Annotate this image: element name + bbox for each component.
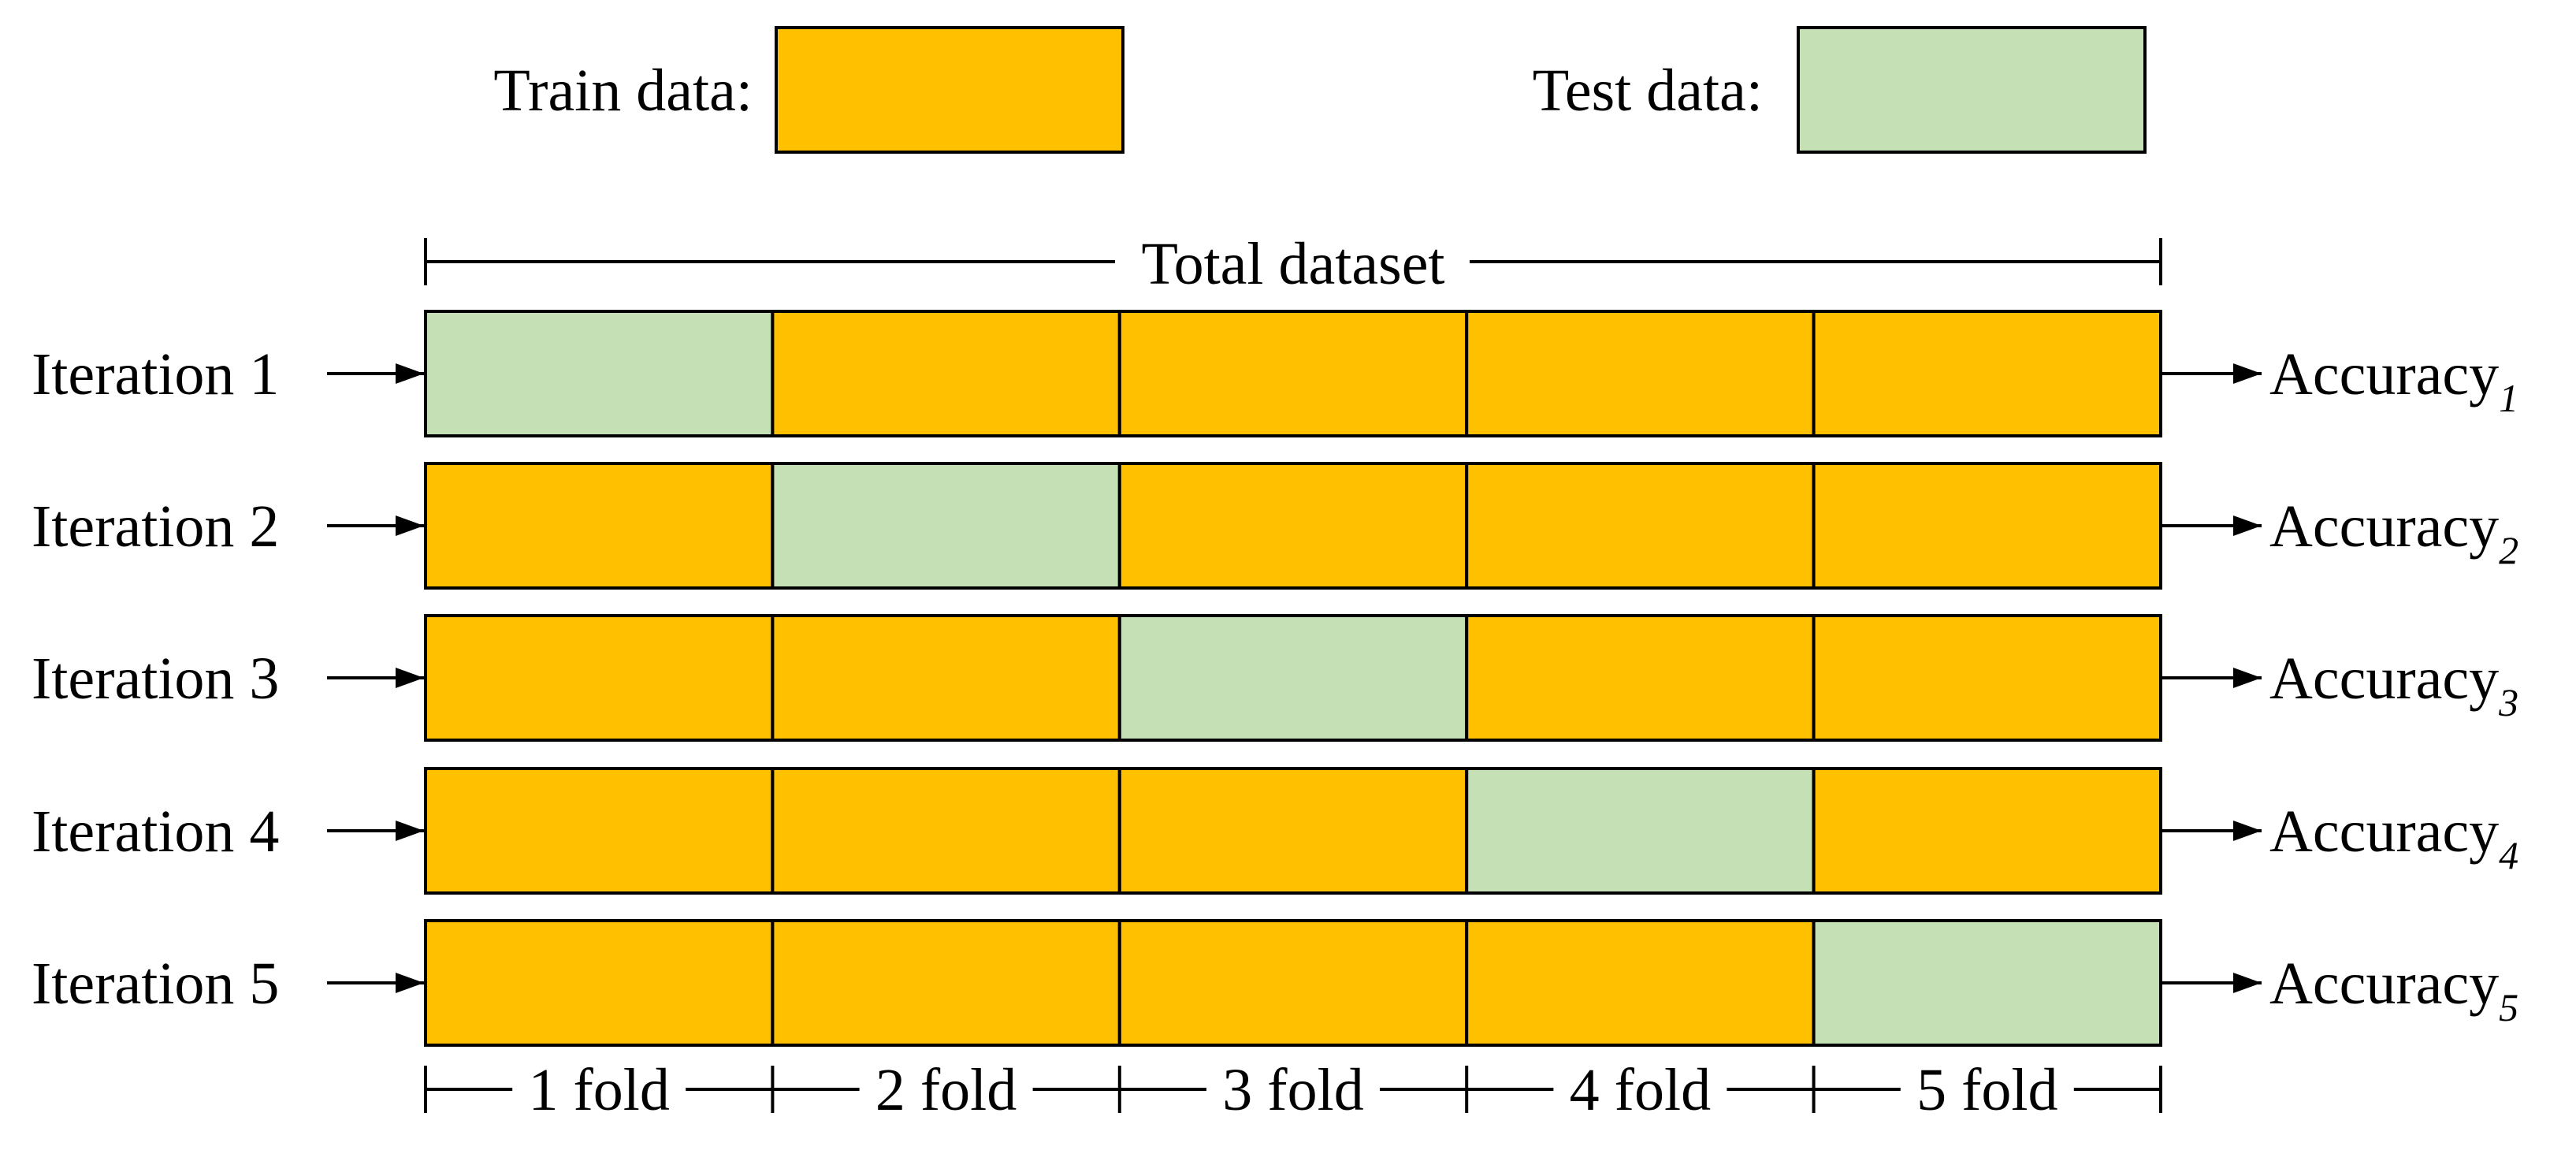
fold-label: 2 fold xyxy=(875,1057,1017,1123)
train-fold-cell xyxy=(1812,614,2163,742)
train-fold-cell xyxy=(1117,462,1469,590)
accuracy-label: Accuracy5 xyxy=(2269,951,2518,1029)
iteration-label: Iteration 2 xyxy=(32,493,279,560)
iteration-label: Iteration 1 xyxy=(32,341,279,408)
accuracy-word: Accuracy xyxy=(2269,493,2499,560)
accuracy-subscript: 1 xyxy=(2499,376,2518,420)
train-fold-cell xyxy=(1117,767,1469,895)
train-fold-cell xyxy=(771,919,1121,1047)
train-fold-cell xyxy=(771,614,1121,742)
fold-dimension: 1 fold 2 fold 3 fold 4 fold 5 fold xyxy=(424,1057,2162,1123)
accuracy-word: Accuracy xyxy=(2269,646,2499,712)
train-fold-cell xyxy=(1465,310,1816,437)
fold-label: 1 fold xyxy=(528,1057,669,1123)
train-fold-cell xyxy=(771,310,1121,437)
iteration-label: Iteration 3 xyxy=(32,646,279,712)
accuracy-subscript: 3 xyxy=(2498,680,2518,724)
iteration-label: Iteration 4 xyxy=(32,798,279,865)
iteration-label: Iteration 5 xyxy=(32,951,279,1017)
train-fold-cell xyxy=(1117,919,1469,1047)
fold-label: 5 fold xyxy=(1916,1057,2057,1123)
iteration-row: Iteration 1 Accuracy1 xyxy=(32,310,2518,437)
accuracy-subscript: 2 xyxy=(2499,528,2518,572)
legend-test-swatch xyxy=(1797,26,2147,154)
test-fold-cell xyxy=(1117,614,1469,742)
fold-label: 4 fold xyxy=(1570,1057,1711,1123)
accuracy-label: Accuracy1 xyxy=(2269,341,2518,420)
train-fold-cell xyxy=(1465,614,1816,742)
accuracy-subscript: 4 xyxy=(2499,833,2518,877)
train-fold-cell xyxy=(424,614,775,742)
iteration-row: Iteration 4 Accuracy4 xyxy=(32,767,2518,895)
train-fold-cell xyxy=(1812,462,2163,590)
legend-train-label: Train data: xyxy=(493,58,753,124)
iteration-row: Iteration 2 Accuracy2 xyxy=(32,462,2518,590)
test-fold-cell xyxy=(1812,919,2163,1047)
total-dataset-label: Total dataset xyxy=(1141,231,1444,297)
accuracy-label: Accuracy3 xyxy=(2269,646,2518,724)
train-fold-cell xyxy=(424,767,775,895)
train-fold-cell xyxy=(1812,310,2163,437)
accuracy-word: Accuracy xyxy=(2269,341,2499,408)
total-dataset-dimension: Total dataset xyxy=(424,231,2162,297)
iteration-row: Iteration 5 Accuracy5 xyxy=(32,919,2518,1047)
train-fold-cell xyxy=(1812,767,2163,895)
train-fold-cell xyxy=(1117,310,1469,437)
legend: Train data: Test data: xyxy=(493,26,2147,154)
train-fold-cell xyxy=(424,462,775,590)
accuracy-label: Accuracy2 xyxy=(2269,493,2518,572)
iteration-row: Iteration 3 Accuracy3 xyxy=(32,614,2518,742)
test-fold-cell xyxy=(1465,767,1816,895)
legend-test-label: Test data: xyxy=(1533,58,1763,124)
accuracy-label: Accuracy4 xyxy=(2269,798,2518,877)
legend-train-swatch xyxy=(775,26,1124,154)
train-fold-cell xyxy=(771,767,1121,895)
accuracy-word: Accuracy xyxy=(2269,798,2499,865)
accuracy-subscript: 5 xyxy=(2499,985,2518,1029)
test-fold-cell xyxy=(424,310,775,437)
train-fold-cell xyxy=(1465,919,1816,1047)
train-fold-cell xyxy=(424,919,775,1047)
fold-label: 3 fold xyxy=(1222,1057,1363,1123)
train-fold-cell xyxy=(1465,462,1816,590)
test-fold-cell xyxy=(771,462,1121,590)
accuracy-word: Accuracy xyxy=(2269,951,2499,1017)
